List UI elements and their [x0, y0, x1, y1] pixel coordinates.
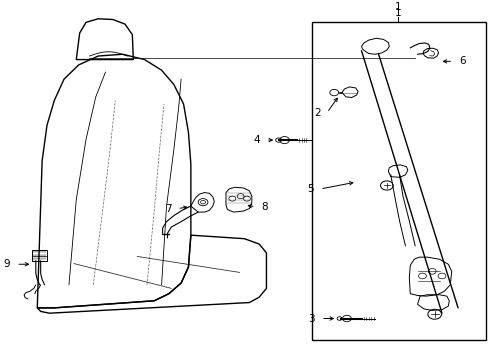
Text: 5: 5	[307, 184, 314, 194]
Bar	[32, 250, 46, 261]
Bar	[311, 22, 485, 340]
Text: 6: 6	[458, 57, 465, 66]
Text: 4: 4	[253, 135, 260, 145]
Text: 8: 8	[261, 202, 267, 212]
Text: 1: 1	[394, 3, 401, 12]
Text: 9: 9	[4, 259, 10, 269]
Text: 1: 1	[394, 9, 401, 18]
Text: 2: 2	[314, 108, 321, 118]
Text: 7: 7	[164, 203, 171, 213]
Text: 3: 3	[308, 314, 315, 324]
